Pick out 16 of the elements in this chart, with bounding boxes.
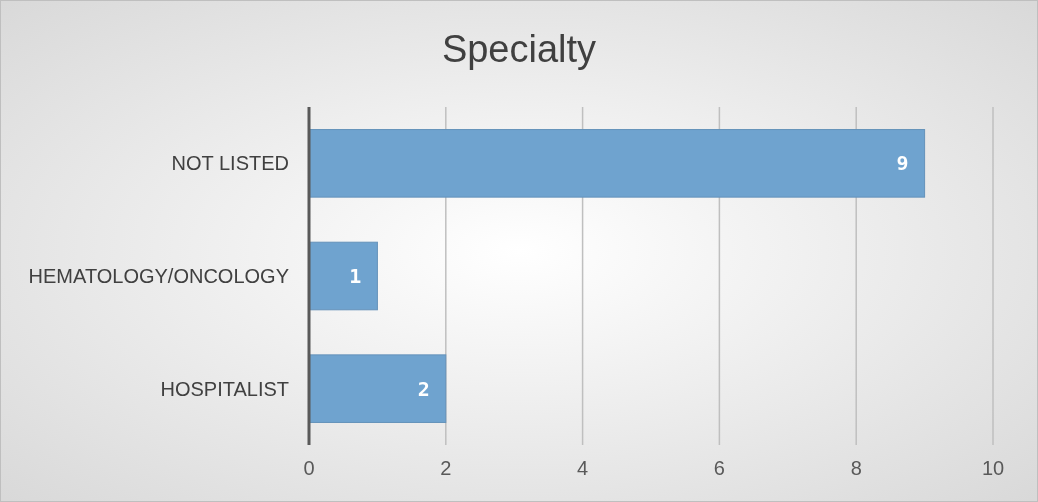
chart-title: Specialty — [441, 28, 597, 70]
x-tick-label: 0 — [303, 457, 315, 479]
data-label: 1 — [349, 264, 362, 288]
y-tick-label: HEMATOLOGY/ONCOLOGY — [28, 265, 289, 287]
bar — [308, 129, 926, 198]
x-tick-label: 2 — [440, 457, 452, 479]
x-tick-label: 10 — [981, 457, 1005, 479]
x-tick-label: 6 — [713, 457, 725, 479]
y-tick-label: NOT LISTED — [171, 152, 289, 175]
x-tick-label: 8 — [850, 457, 862, 479]
x-tick-label: 4 — [577, 457, 589, 479]
data-label: 9 — [896, 151, 909, 176]
data-label: 2 — [417, 376, 430, 401]
bar — [308, 354, 447, 423]
y-tick-label: HOSPITALIST — [160, 377, 289, 400]
bar — [308, 241, 378, 311]
